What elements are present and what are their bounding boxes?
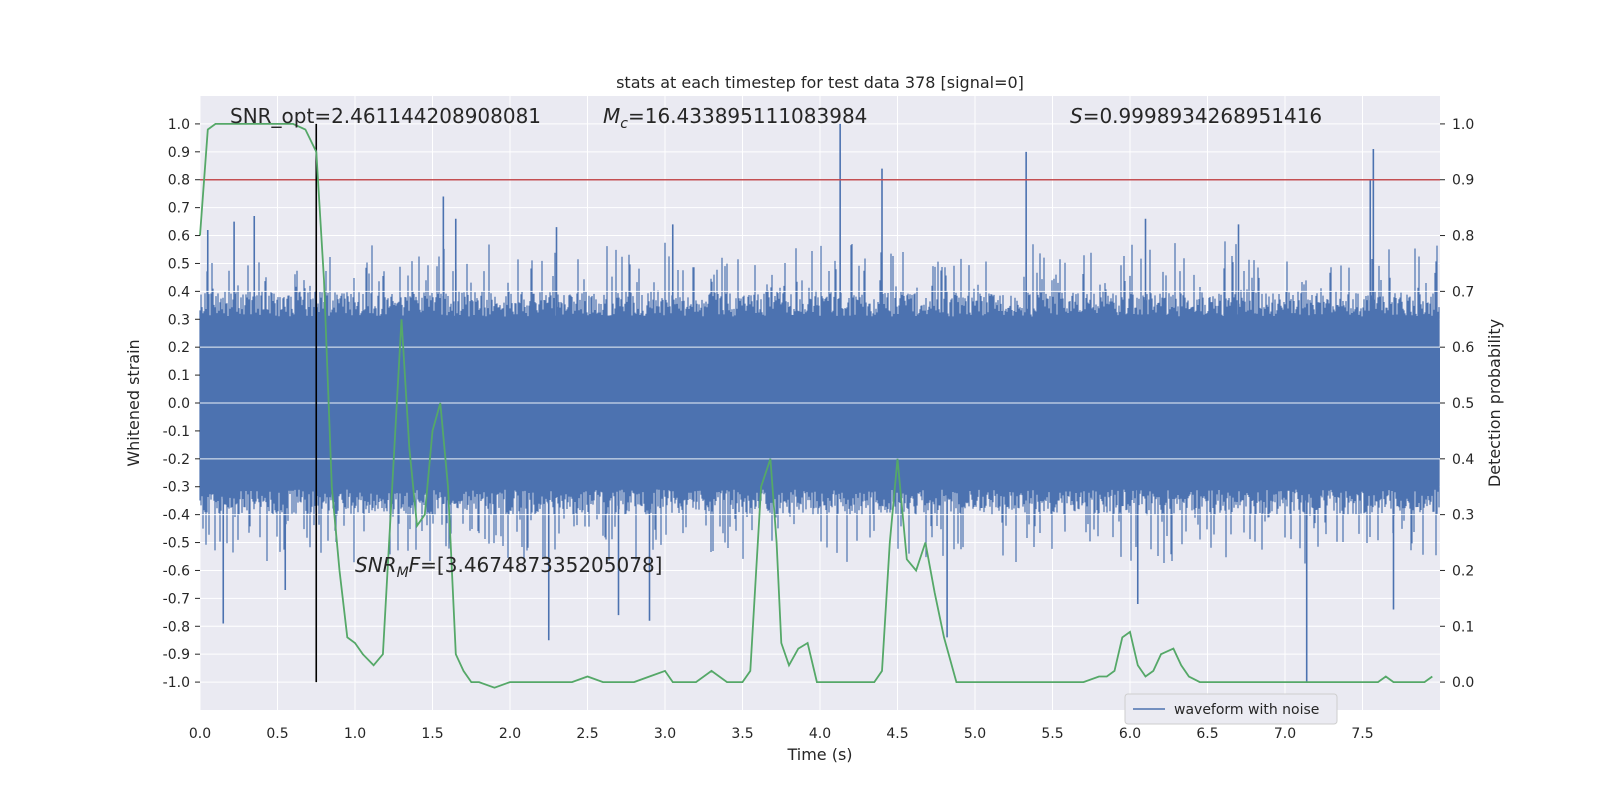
reference-lines — [200, 123, 1440, 683]
y-right-tick-labels: 1.0 0.9 0.8 0.7 0.6 0.5 0.4 0.3 0.2 0.1 0.0 — [1440, 117, 1474, 691]
x-tick-label: 1.5 — [421, 726, 443, 742]
x-tick-label: 2.0 — [499, 726, 521, 742]
y-right-tick-label: 0.2 — [1452, 563, 1474, 579]
y-left-tick-label: -0.7 — [163, 591, 190, 607]
annotation-snr-mf-value: =[3.467487335205078] — [420, 553, 662, 577]
y-left-tick-label: 0.7 — [168, 201, 190, 217]
annotation-s-value: =0.9998934268951416 — [1083, 104, 1322, 128]
y-right-tick-label: 0.4 — [1452, 452, 1474, 468]
y-left-tick-label: 0.9 — [168, 145, 190, 161]
x-tick-label: 1.0 — [344, 726, 366, 742]
x-tick-label: 7.0 — [1274, 726, 1296, 742]
x-tick-label: 6.5 — [1196, 726, 1218, 742]
y-left-tick-labels: 1.0 0.9 0.8 0.7 0.6 0.5 0.4 0.3 0.2 0.1 0.0 -0.1 -0.… — [163, 117, 200, 691]
annotation-snr-mf: SNRMF=[3.467487335205078] — [355, 553, 663, 581]
legend-label-waveform: waveform with noise — [1174, 702, 1319, 718]
chart-title: stats at each timestep for test data 378… — [616, 73, 1024, 92]
x-tick-label: 0.5 — [266, 726, 288, 742]
annotation-snr-mf-tail: F — [409, 553, 421, 577]
x-tick-label: 2.5 — [576, 726, 598, 742]
y-left-tick-label: -1.0 — [163, 675, 190, 691]
x-tick-label: 4.5 — [886, 726, 908, 742]
y-left-tick-label: 1.0 — [168, 117, 190, 133]
detection-probability-series — [199, 123, 1433, 689]
x-tick-label: 3.0 — [654, 726, 676, 742]
detection-probability-line — [199, 123, 1433, 689]
y-left-tick-label: 0.3 — [168, 312, 190, 328]
annotation-s-symbol: S — [1070, 104, 1083, 128]
y-axis-left-label: Whitened strain — [124, 339, 143, 466]
x-tick-labels: 0.0 0.5 1.0 1.5 2.0 2.5 3.0 3.5 4.0 4.5 5.0 5.5 6.0 6… — [189, 726, 1374, 742]
y-left-tick-label: -0.3 — [163, 480, 190, 496]
y-left-tick-label: 0.2 — [168, 340, 190, 356]
y-right-tick-label: 0.1 — [1452, 619, 1474, 635]
annotation-mc-value: =16.433895111083984 — [628, 104, 867, 128]
y-axis-right-label: Detection probability — [1485, 319, 1504, 487]
annotation-s: S=0.9998934268951416 — [1070, 104, 1322, 128]
legend: waveform with noise — [1124, 693, 1338, 725]
y-right-tick-label: 0.7 — [1452, 284, 1474, 300]
y-left-tick-label: 0.4 — [168, 284, 190, 300]
y-left-tick-label: -0.6 — [163, 563, 190, 579]
annotation-mc-sub: c — [620, 116, 628, 132]
x-tick-label: 4.0 — [809, 726, 831, 742]
y-left-tick-label: -0.2 — [163, 452, 190, 468]
annotation-mc-symbol: M — [603, 104, 620, 128]
y-left-tick-label: -0.1 — [163, 424, 190, 440]
annotation-snr-opt: SNR_opt=2.461144208908081 — [230, 104, 541, 128]
y-right-tick-label: 0.5 — [1452, 396, 1474, 412]
y-left-tick-label: 0.0 — [168, 396, 190, 412]
y-right-tick-label: 1.0 — [1452, 117, 1474, 133]
x-tick-label: 6.0 — [1119, 726, 1141, 742]
legend-box — [1124, 693, 1338, 725]
y-left-tick-label: 0.8 — [168, 173, 190, 189]
y-right-tick-label: 0.6 — [1452, 340, 1474, 356]
y-right-tick-label: 0.3 — [1452, 508, 1474, 524]
y-left-tick-label: -0.4 — [163, 508, 190, 524]
x-tick-label: 0.0 — [189, 726, 211, 742]
y-left-tick-label: 0.5 — [168, 256, 190, 272]
x-tick-label: 5.5 — [1041, 726, 1063, 742]
x-tick-label: 5.0 — [964, 726, 986, 742]
y-right-tick-label: 0.8 — [1452, 229, 1474, 245]
y-left-tick-label: 0.1 — [168, 368, 190, 384]
y-right-tick-label: 0.0 — [1452, 675, 1474, 691]
x-tick-label: 3.5 — [731, 726, 753, 742]
annotation-snr-mf-symbol: SNR — [355, 553, 397, 577]
y-left-tick-label: -0.5 — [163, 536, 190, 552]
annotation-snr-mf-sub: M — [397, 565, 409, 581]
x-tick-label: 7.5 — [1351, 726, 1373, 742]
y-left-tick-label: -0.8 — [163, 619, 190, 635]
y-left-tick-label: 0.6 — [168, 229, 190, 245]
y-right-tick-label: 0.9 — [1452, 173, 1474, 189]
x-axis-label: Time (s) — [786, 745, 852, 764]
annotation-mc: Mc=16.433895111083984 — [603, 104, 867, 132]
y-left-tick-label: -0.9 — [163, 647, 190, 663]
